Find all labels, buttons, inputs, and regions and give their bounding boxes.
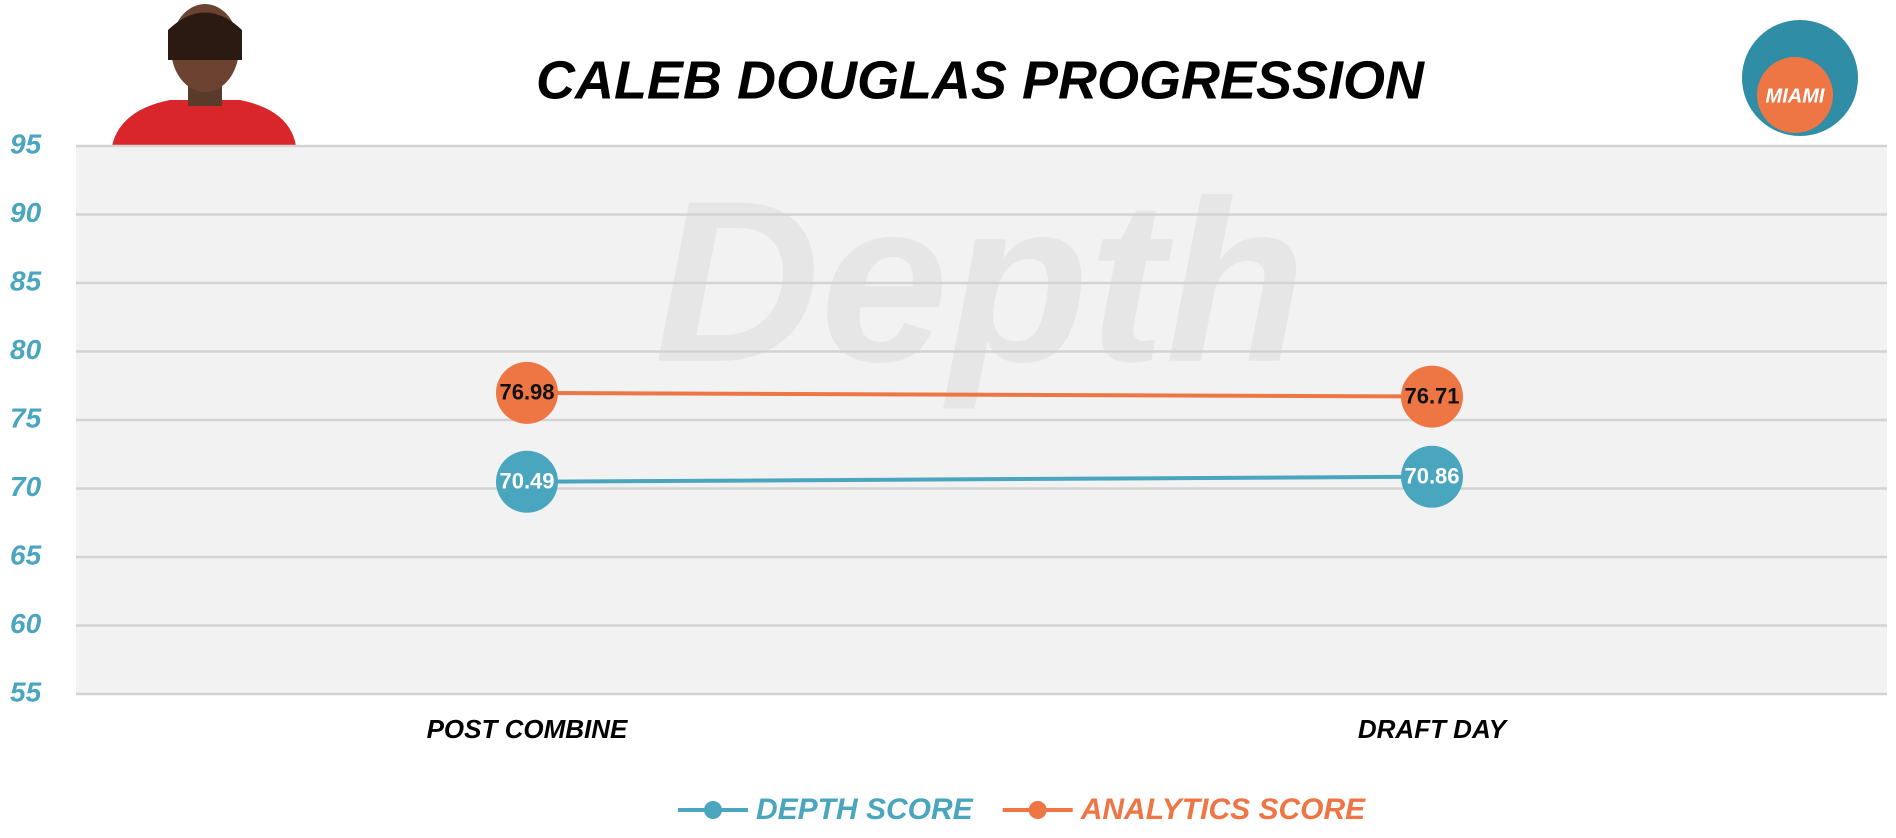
- legend-label: ANALYTICS SCORE: [1080, 793, 1366, 826]
- team-logo: MIAMI: [1742, 20, 1858, 136]
- x-tick-label: POST COMBINE: [427, 714, 628, 744]
- chart-title: CALEB DOUGLAS PROGRESSION: [536, 50, 1425, 110]
- player-photo: [112, 4, 296, 146]
- data-point: [496, 361, 558, 424]
- y-tick-label: 70: [10, 471, 42, 502]
- y-tick-label: 85: [10, 265, 42, 296]
- legend: DEPTH SCORE ANALYTICS SCORE: [678, 793, 1366, 826]
- data-point: [1401, 365, 1463, 428]
- y-tick-label: 95: [10, 128, 42, 159]
- data-label: 76.71: [1404, 383, 1459, 408]
- data-point: [496, 450, 558, 513]
- y-tick-label: 90: [10, 197, 42, 228]
- series-line: [526, 474, 1433, 484]
- y-tick-label: 65: [10, 539, 42, 570]
- y-tick-label: 80: [10, 334, 42, 365]
- watermark: Depth: [654, 153, 1306, 410]
- y-tick-label: 60: [10, 608, 42, 639]
- data-point: [1401, 445, 1463, 508]
- data-label: 76.98: [499, 380, 554, 405]
- series-line: [526, 390, 1433, 399]
- legend-marker: [704, 801, 722, 819]
- legend-label: DEPTH SCORE: [756, 793, 974, 826]
- data-label: 70.86: [1404, 464, 1459, 489]
- y-tick-label: 75: [10, 402, 42, 433]
- logo-text: MIAMI: [1766, 85, 1825, 107]
- data-label: 70.49: [499, 469, 554, 494]
- y-tick-label: 55: [10, 676, 42, 707]
- x-tick-label: DRAFT DAY: [1358, 714, 1509, 744]
- legend-marker: [1028, 801, 1047, 819]
